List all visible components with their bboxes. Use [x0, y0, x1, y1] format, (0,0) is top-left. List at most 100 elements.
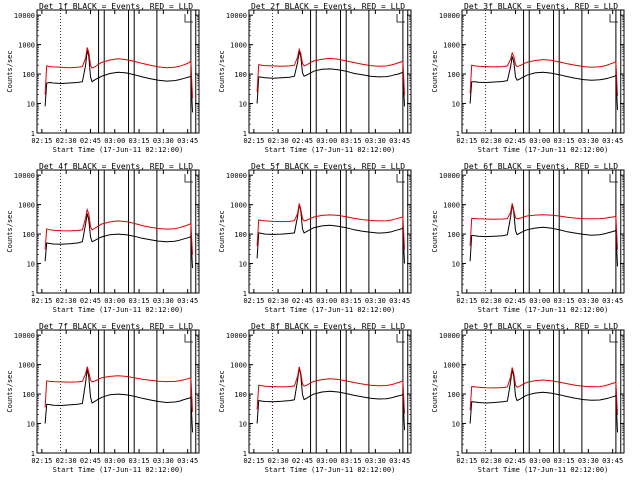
x-tick-label: 02:30: [268, 137, 289, 145]
x-tick-label: 03:30: [578, 457, 599, 465]
events-series-line: [469, 369, 618, 433]
y-tick-label: 10000: [226, 172, 247, 180]
x-tick-label: 03:45: [177, 137, 198, 145]
y-tick-label: 100: [22, 231, 35, 239]
y-tick-label: 1: [243, 450, 247, 458]
events-series-line: [256, 51, 405, 107]
y-axis-label: Counts/sec: [431, 50, 439, 92]
y-tick-label: 1: [243, 290, 247, 298]
y-tick-label: 1: [31, 290, 35, 298]
x-tick-label: 02:15: [31, 457, 52, 465]
y-tick-label: 10000: [226, 12, 247, 20]
chart-title: Det 2f BLACK = Events, RED = LLD: [251, 2, 405, 11]
plot-frame: [248, 169, 412, 294]
legend-mark: [609, 14, 618, 23]
y-tick-label: 1: [31, 130, 35, 138]
x-tick-label: 03:15: [341, 137, 362, 145]
chart-panel: Det 3f BLACK = Events, RED = LLD 1 10 100 10…: [431, 2, 625, 154]
x-tick-label: 02:30: [481, 137, 502, 145]
y-tick-label: 1000: [443, 362, 460, 370]
chart-panel: Det 1f BLACK = Events, RED = LLD 1 10 100 10…: [6, 2, 200, 154]
x-tick-label: 03:00: [529, 297, 550, 305]
events-series-line: [44, 369, 193, 433]
plot-frame: [461, 9, 625, 134]
x-tick-label: 02:30: [268, 297, 289, 305]
x-axis-label: Start Time (17-Jun-11 02:12:00): [265, 306, 396, 314]
x-tick-label: 03:00: [104, 137, 125, 145]
x-axis-label: Start Time (17-Jun-11 02:12:00): [265, 146, 396, 154]
x-axis-label: Start Time (17-Jun-11 02:12:00): [478, 466, 609, 474]
plot-frame: [36, 169, 200, 294]
x-tick-label: 02:45: [80, 297, 101, 305]
x-axis-label: Start Time (17-Jun-11 02:12:00): [53, 466, 184, 474]
x-tick-label: 03:30: [578, 297, 599, 305]
x-tick-label: 02:15: [31, 297, 52, 305]
y-tick-label: 1000: [18, 362, 35, 370]
y-tick-label: 10000: [226, 332, 247, 340]
x-tick-label: 02:45: [292, 457, 313, 465]
y-tick-label: 1: [456, 130, 460, 138]
x-tick-label: 02:30: [56, 457, 77, 465]
x-tick-label: 03:15: [554, 297, 575, 305]
x-tick-label: 02:45: [505, 457, 526, 465]
chart-title: Det 7f BLACK = Events, RED = LLD: [39, 322, 193, 331]
plot-frame: [36, 329, 200, 454]
x-tick-label: 03:45: [389, 137, 410, 145]
x-tick-label: 03:30: [578, 137, 599, 145]
y-tick-label: 1000: [230, 202, 247, 210]
x-tick-label: 03:00: [529, 457, 550, 465]
y-tick-label: 1000: [18, 202, 35, 210]
lld-series-line: [44, 366, 193, 412]
x-tick-label: 03:00: [316, 297, 337, 305]
y-axis-label: Counts/sec: [431, 370, 439, 412]
x-tick-label: 03:30: [153, 137, 174, 145]
chart-panel: Det 7f BLACK = Events, RED = LLD 1 10 100 10…: [6, 322, 200, 474]
x-tick-label: 02:30: [481, 457, 502, 465]
legend-mark: [184, 14, 193, 23]
x-tick-label: 03:15: [129, 297, 150, 305]
y-tick-label: 10: [27, 421, 35, 429]
legend-mark: [396, 174, 405, 183]
events-series-line: [44, 213, 193, 269]
events-series-line: [256, 367, 405, 431]
lld-series-line: [256, 47, 405, 95]
x-axis-label: Start Time (17-Jun-11 02:12:00): [265, 466, 396, 474]
chart-panel: Det 6f BLACK = Events, RED = LLD 1 10 100 10…: [431, 162, 625, 314]
legend-mark: [396, 334, 405, 343]
y-axis-label: Counts/sec: [218, 50, 226, 92]
x-tick-label: 03:15: [554, 137, 575, 145]
x-tick-label: 02:45: [80, 457, 101, 465]
legend-mark: [396, 14, 405, 23]
y-axis-label: Counts/sec: [6, 210, 14, 252]
x-axis-label: Start Time (17-Jun-11 02:12:00): [53, 306, 184, 314]
x-tick-label: 03:45: [389, 297, 410, 305]
y-tick-label: 1: [243, 130, 247, 138]
y-tick-label: 10: [27, 261, 35, 269]
x-tick-label: 02:15: [243, 137, 264, 145]
x-tick-label: 02:30: [268, 457, 289, 465]
x-tick-label: 02:15: [31, 137, 52, 145]
x-axis-label: Start Time (17-Jun-11 02:12:00): [478, 146, 609, 154]
y-tick-label: 10: [239, 261, 247, 269]
events-series-line: [44, 50, 193, 113]
legend-mark: [609, 334, 618, 343]
y-tick-label: 1: [31, 450, 35, 458]
y-tick-label: 10: [452, 421, 460, 429]
y-tick-label: 1000: [230, 362, 247, 370]
lld-series-line: [256, 366, 405, 414]
x-tick-label: 03:15: [129, 457, 150, 465]
y-tick-label: 10000: [439, 332, 460, 340]
chart-title: Det 9f BLACK = Events, RED = LLD: [464, 322, 618, 331]
x-tick-label: 03:30: [365, 457, 386, 465]
x-tick-label: 02:45: [80, 137, 101, 145]
lld-series-line: [469, 203, 618, 250]
legend-mark: [184, 174, 193, 183]
x-tick-label: 03:15: [341, 297, 362, 305]
x-tick-label: 02:30: [481, 297, 502, 305]
y-tick-label: 100: [234, 71, 247, 79]
x-tick-label: 03:30: [153, 457, 174, 465]
legend-mark: [184, 334, 193, 343]
x-tick-label: 03:15: [554, 457, 575, 465]
chart-panel: Det 4f BLACK = Events, RED = LLD 1 10 100 10…: [6, 162, 200, 314]
